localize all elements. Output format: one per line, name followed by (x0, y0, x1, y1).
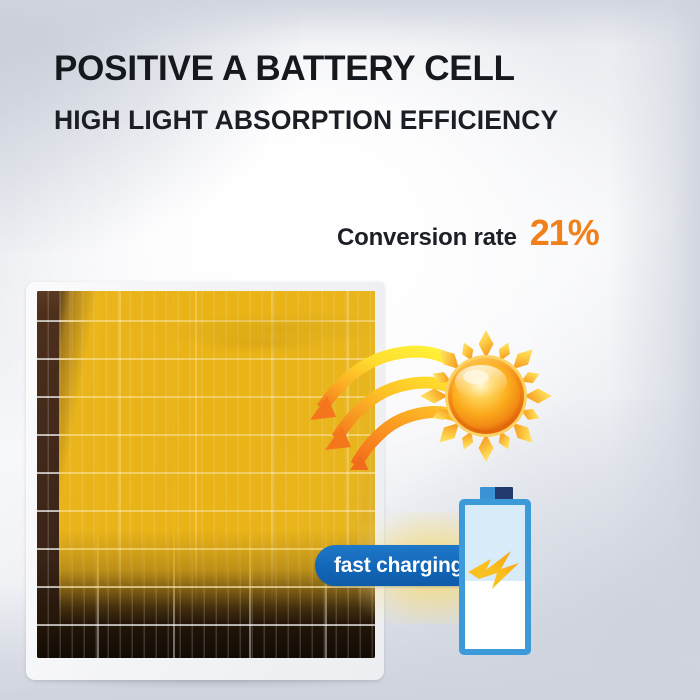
background-top-band (0, 0, 700, 46)
light-arrow-1 (310, 345, 449, 420)
battery-graphic (459, 487, 531, 655)
battery-terminal-left (480, 487, 496, 500)
battery-terminal (480, 487, 513, 500)
light-arrows (296, 340, 466, 476)
conversion-rate-group: Conversion rate 21% (337, 212, 600, 254)
battery-terminal-right (495, 487, 513, 500)
battery-body (459, 499, 531, 655)
battery-bolt-wrap (467, 545, 521, 591)
solar-panel-left-edge (37, 291, 63, 658)
sun-rays (420, 330, 552, 462)
conversion-rate-label: Conversion rate (337, 224, 517, 251)
sun-graphic (420, 330, 552, 462)
light-arrow-2 (325, 376, 455, 450)
conversion-rate-value: 21% (529, 212, 600, 253)
fast-charging-badge[interactable]: fast charging (315, 545, 483, 586)
sun-icon (420, 330, 552, 462)
sun-specular (463, 370, 489, 384)
curved-arrow-icon (310, 345, 459, 476)
page-subtitle: HIGH LIGHT ABSORPTION EFFICIENCY (54, 105, 559, 135)
lightning-bolt-icon (468, 551, 519, 589)
page-title: POSITIVE A BATTERY CELL (54, 49, 515, 88)
fast-charging-label: fast charging (334, 553, 464, 577)
